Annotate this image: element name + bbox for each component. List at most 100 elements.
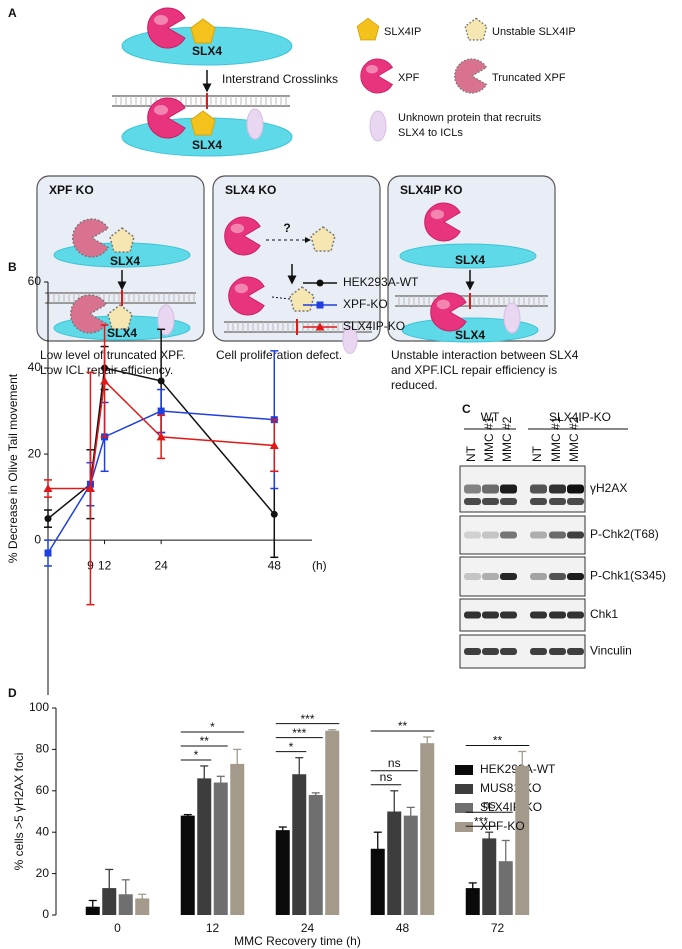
y-tick-label: 40: [28, 360, 42, 374]
recruiter-body: [157, 304, 175, 336]
y-tick-label: 0: [34, 532, 41, 546]
legend-label: XPF: [398, 72, 420, 84]
xpf-shine: [154, 15, 168, 25]
bar: [230, 763, 245, 915]
xpf-shine: [230, 223, 244, 234]
question-mark: ?: [283, 221, 290, 235]
truncated-xpf: [454, 58, 488, 94]
x-tick-label: 24: [301, 921, 315, 935]
blot-band: [549, 531, 566, 539]
bar: [275, 830, 290, 915]
slx4ip: [356, 17, 380, 41]
blot-band: [530, 648, 547, 655]
caption: reduced.: [391, 378, 438, 392]
recruiter-body: [246, 108, 264, 140]
legend-marker: [316, 301, 324, 309]
y-tick-label: 40: [36, 824, 50, 838]
blot-band: [500, 498, 517, 505]
bar: [498, 861, 513, 915]
data-point: [100, 376, 110, 385]
blot-band: [530, 573, 547, 580]
caption: Low level of truncated XPF.: [40, 348, 185, 362]
legend-label: Truncated XPF: [492, 72, 566, 84]
x-tick-label: 72: [491, 921, 505, 935]
unstable-slx4ip-body: [109, 227, 135, 253]
significance-label: *: [194, 748, 199, 762]
blot-band: [549, 484, 566, 494]
bar: [387, 811, 402, 915]
lane-label: MMC #1: [549, 416, 563, 462]
slx4ip: [190, 110, 216, 136]
blot-band: [500, 484, 517, 494]
box-title: SLX4IP KO: [400, 183, 462, 197]
legend-swatch: [455, 765, 473, 775]
blot-band: [500, 611, 517, 619]
y-axis-label: % cells >5 γH2AX foci: [12, 753, 26, 871]
x-tick-label: 0: [114, 921, 121, 935]
data-point: [156, 432, 166, 441]
blot-band: [482, 531, 499, 539]
legend-label: XPF-KO: [480, 819, 525, 833]
bar: [420, 743, 435, 915]
truncated-xpf: [71, 218, 110, 258]
blot-band: [530, 498, 547, 505]
caption: and XPF.ICL repair efficiency is: [391, 363, 557, 377]
truncated-xpf-body: [71, 218, 110, 258]
bar: [370, 848, 385, 915]
unstable-slx4ip-body: [107, 304, 133, 330]
data-point: [43, 484, 53, 492]
blot-band: [500, 531, 517, 539]
protein-label: SLX4: [455, 328, 485, 342]
panel-label: B: [8, 260, 17, 274]
recruiter-body: [342, 326, 358, 354]
box-title: XPF KO: [49, 183, 94, 197]
significance-label: ns: [483, 797, 496, 811]
data-point: [157, 377, 165, 385]
bar: [515, 765, 530, 915]
slx4ip-body: [190, 18, 216, 44]
legend-label: SLX4IP: [384, 26, 421, 38]
protein-label: SLX4: [455, 253, 485, 267]
protein-label: SLX4: [192, 44, 222, 58]
protein-label: SLX4: [110, 254, 140, 268]
legend-marker: [316, 279, 324, 287]
truncated-xpf: [69, 294, 108, 334]
significance-label: ***: [292, 726, 306, 740]
significance-label: *: [210, 720, 215, 734]
blot-band: [567, 498, 584, 505]
significance-label: ***: [474, 814, 488, 828]
slx4ip-body: [190, 110, 216, 136]
x-tick-label: 48: [268, 558, 282, 572]
xpf-shine: [234, 283, 248, 294]
significance-label: ***: [300, 712, 314, 726]
blot-strip: [459, 556, 586, 597]
recruiter: [342, 326, 358, 354]
recruiter: [369, 110, 387, 142]
blot-band: [464, 498, 481, 505]
xpf-shine: [430, 209, 444, 220]
xpf: [147, 97, 186, 139]
unstable-slx4ip: [464, 17, 488, 41]
unstable-slx4ip-body: [464, 17, 488, 41]
lane-label: NT: [530, 445, 544, 462]
y-tick-label: 20: [36, 866, 50, 880]
row-label: Vinculin: [590, 644, 632, 658]
blot-band: [482, 573, 499, 580]
y-tick-label: 0: [42, 907, 49, 921]
blot-band: [549, 498, 566, 505]
bar: [308, 794, 323, 915]
xpf: [360, 58, 394, 94]
blot-band: [567, 484, 584, 494]
xpf: [424, 202, 461, 242]
recruiter-body: [369, 110, 387, 142]
bar: [213, 782, 228, 915]
scenario-box: [212, 175, 381, 342]
y-tick-label: 20: [28, 446, 42, 460]
bar: [135, 898, 150, 915]
data-point: [44, 549, 52, 557]
unstable-slx4ip: [107, 304, 133, 330]
blot-band: [500, 573, 517, 580]
blot-band: [530, 611, 547, 619]
bar: [197, 778, 212, 915]
